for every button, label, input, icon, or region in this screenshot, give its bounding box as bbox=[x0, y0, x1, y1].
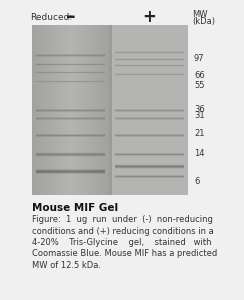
Text: Figure:  1  ug  run  under  (-)  non-reducing: Figure: 1 ug run under (-) non-reducing bbox=[32, 215, 213, 224]
Text: 97: 97 bbox=[194, 54, 205, 63]
Text: Mouse MIF Gel: Mouse MIF Gel bbox=[32, 203, 118, 213]
Text: 31: 31 bbox=[194, 111, 205, 120]
Text: (kDa): (kDa) bbox=[192, 17, 215, 26]
Text: 36: 36 bbox=[194, 106, 205, 115]
Text: 21: 21 bbox=[194, 129, 204, 138]
Text: MW: MW bbox=[192, 10, 207, 19]
Text: 66: 66 bbox=[194, 70, 205, 80]
Text: 55: 55 bbox=[194, 81, 204, 90]
Text: 6: 6 bbox=[194, 177, 199, 186]
Text: Reduced:: Reduced: bbox=[30, 14, 72, 22]
Text: 14: 14 bbox=[194, 149, 204, 158]
Text: +: + bbox=[142, 8, 156, 26]
Text: MW of 12.5 kDa.: MW of 12.5 kDa. bbox=[32, 261, 101, 270]
Text: conditions and (+) reducing conditions in a: conditions and (+) reducing conditions i… bbox=[32, 226, 214, 236]
Text: –: – bbox=[66, 8, 75, 26]
Text: 4-20%    Tris-Glycine    gel,    stained   with: 4-20% Tris-Glycine gel, stained with bbox=[32, 238, 212, 247]
Text: Coomassie Blue. Mouse MIF has a predicted: Coomassie Blue. Mouse MIF has a predicte… bbox=[32, 250, 217, 259]
